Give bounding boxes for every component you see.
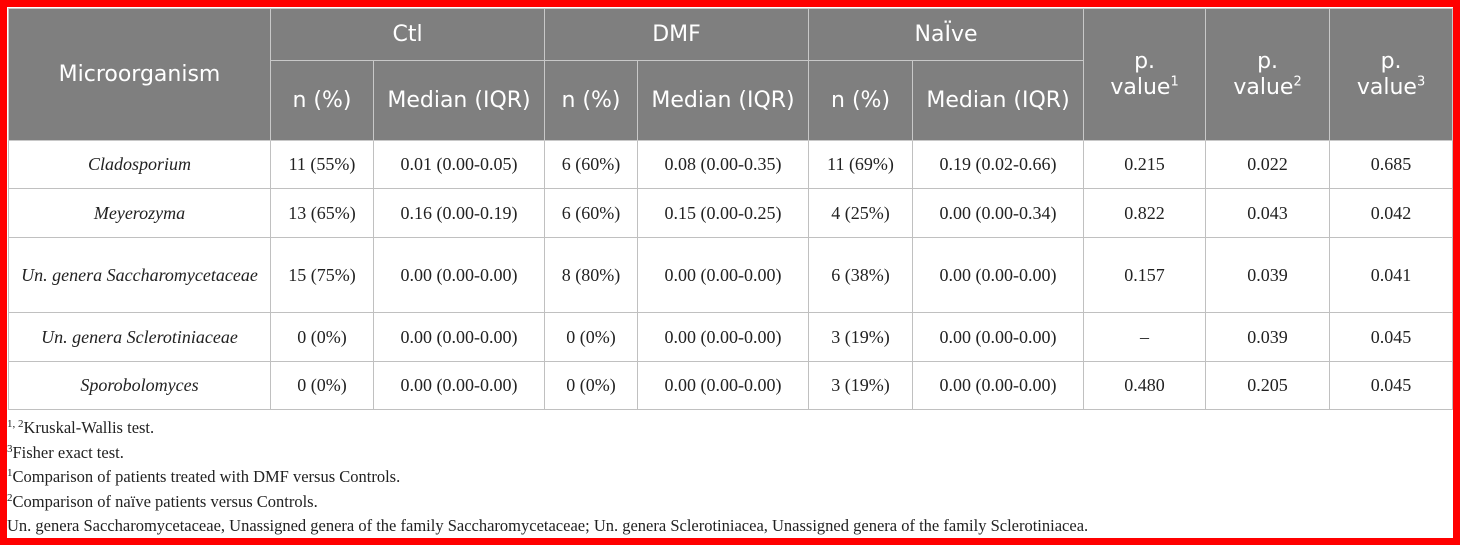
table-row: Sporobolomyces 0 (0%) 0.00 (0.00-0.00) 0 (0… xyxy=(8,361,1453,410)
cell: 0 (0%) xyxy=(270,312,374,362)
footnote: 1, 2Kruskal-Wallis test. xyxy=(7,416,1088,441)
table-row: Meyerozyma 13 (65%) 0.16 (0.00-0.19) 6 (60%… xyxy=(8,188,1453,238)
cell: 0.685 xyxy=(1329,140,1453,189)
cell: 0 (0%) xyxy=(544,361,639,410)
cell: 8 (80%) xyxy=(544,237,639,313)
cell: 0.19 (0.02-0.66) xyxy=(912,140,1085,189)
cell: 6 (60%) xyxy=(544,188,639,238)
cell: 0.00 (0.00-0.00) xyxy=(912,361,1085,410)
cell: 0.00 (0.00-0.00) xyxy=(912,237,1085,313)
cell: 0.15 (0.00-0.25) xyxy=(637,188,810,238)
pvalue-label: p. value2 xyxy=(1233,48,1302,100)
footnote-text: Comparison of naïve patients versus Cont… xyxy=(12,491,318,511)
sub-header: Median (IQR) xyxy=(637,60,810,141)
pvalue-label: p. value1 xyxy=(1110,48,1179,100)
footnote-text: Kruskal-Wallis test. xyxy=(23,418,155,437)
cell: 3 (19%) xyxy=(808,361,914,410)
row-label-header: Microorganism xyxy=(8,8,271,141)
group-header: NaÏve xyxy=(808,8,1085,61)
data-table: Microorganism Ctl DMF NaÏve p. value1 p. valu… xyxy=(8,8,1453,410)
cell: 6 (60%) xyxy=(544,140,639,189)
cell: 0.00 (0.00-0.00) xyxy=(372,361,546,410)
cell: 11 (55%) xyxy=(270,140,374,189)
footnote-text: Fisher exact test. xyxy=(12,442,124,462)
superscript: 1 xyxy=(7,467,13,479)
cell: 0.480 xyxy=(1083,361,1207,410)
sub-header: n (%) xyxy=(544,60,639,141)
header-row: n (%) Median (IQR) n (%) Median (IQR) n (%) M… xyxy=(9,60,1453,141)
superscript: 3 xyxy=(7,442,13,455)
cell: 0.00 (0.00-0.00) xyxy=(637,361,810,410)
table-row: Cladosporium 11 (55%) 0.01 (0.00-0.05) 6 (6… xyxy=(8,140,1453,189)
pvalue-label: p. value3 xyxy=(1356,48,1426,100)
cell: 0.00 (0.00-0.00) xyxy=(912,312,1085,362)
superscript: 2 xyxy=(7,491,13,504)
cell: 0.822 xyxy=(1083,188,1207,238)
footnote: Un. genera Saccharomycetaceae, Unassigne… xyxy=(7,514,1089,538)
cell: 0.045 xyxy=(1329,361,1453,410)
footnote-text: Comparison of patients treated with DMF … xyxy=(12,467,401,486)
cell: 4 (25%) xyxy=(808,188,914,238)
cell: 0.205 xyxy=(1205,361,1331,410)
sub-header: Median (IQR) xyxy=(912,60,1085,141)
cell: 0.039 xyxy=(1205,237,1331,313)
pvalue-header: p. value3 xyxy=(1329,8,1453,141)
cell: 0.039 xyxy=(1205,312,1331,362)
footnote: 2Comparison of naïve patients versus Con… xyxy=(7,490,1088,515)
organism-name: Cladosporium xyxy=(8,140,271,189)
sub-header: Median (IQR) xyxy=(372,60,546,141)
cell: 11 (69%) xyxy=(808,140,914,189)
cell: 15 (75%) xyxy=(270,237,374,313)
footnote: 1Comparison of patients treated with DMF… xyxy=(7,465,1088,490)
cell: 0.08 (0.00-0.35) xyxy=(637,140,810,189)
cell: 0.041 xyxy=(1329,237,1453,313)
cell: 6 (38%) xyxy=(808,237,914,313)
header-row: Microorganism Ctl DMF NaÏve p. value1 p. valu… xyxy=(8,8,1453,141)
organism-name: Un. genera Saccharomycetaceae xyxy=(8,237,271,313)
cell: 0.042 xyxy=(1329,188,1453,238)
cell: 3 (19%) xyxy=(808,312,914,362)
group-header: DMF xyxy=(544,8,810,61)
cell: 0.022 xyxy=(1205,140,1331,189)
cell: 0.045 xyxy=(1329,312,1453,362)
cell: 0.00 (0.00-0.00) xyxy=(637,312,810,362)
footnote-text: Un. genera Saccharomycetaceae, Unassigne… xyxy=(7,516,1089,535)
table-row: Un. genera Saccharomycetaceae 15 (75%) 0.0… xyxy=(8,237,1453,313)
superscript: 2 xyxy=(1293,74,1302,90)
cell: 0.00 (0.00-0.00) xyxy=(372,237,546,313)
superscript: 1 xyxy=(1170,74,1179,90)
cell: 13 (65%) xyxy=(270,188,374,238)
organism-name: Meyerozyma xyxy=(8,188,271,238)
group-header: Ctl xyxy=(269,8,546,61)
cell: 0 (0%) xyxy=(544,312,639,362)
cell: 0.215 xyxy=(1083,140,1207,189)
organism-name: Un. genera Sclerotiniaceae xyxy=(8,312,271,362)
superscript: 3 xyxy=(1416,74,1426,90)
sub-header: n (%) xyxy=(808,60,914,141)
cell: 0.043 xyxy=(1205,188,1331,238)
cell: 0.01 (0.00-0.05) xyxy=(372,140,546,189)
organism-name: Sporobolomyces xyxy=(8,361,271,410)
cell: 0 (0%) xyxy=(270,361,374,410)
cell: 0.157 xyxy=(1083,237,1207,313)
footnotes: 1, 2Kruskal-Wallis test. 3Fisher exact te… xyxy=(7,416,1089,538)
superscript: 1, 2 xyxy=(7,418,24,430)
cell: 0.16 (0.00-0.19) xyxy=(372,188,546,238)
cell: 0.00 (0.00-0.00) xyxy=(637,237,810,313)
pvalue-header: p. value2 xyxy=(1205,8,1331,141)
table-row: Un. genera Sclerotiniaceae 0 (0%) 0.00 (0.… xyxy=(8,312,1453,362)
cell: 0.00 (0.00-0.34) xyxy=(912,188,1085,238)
sub-header: n (%) xyxy=(270,60,374,141)
pvalue-header: p. value1 xyxy=(1083,8,1207,141)
footnote: 3Fisher exact test. xyxy=(7,441,1088,466)
cell: – xyxy=(1083,312,1207,362)
cell: 0.00 (0.00-0.00) xyxy=(372,312,546,362)
